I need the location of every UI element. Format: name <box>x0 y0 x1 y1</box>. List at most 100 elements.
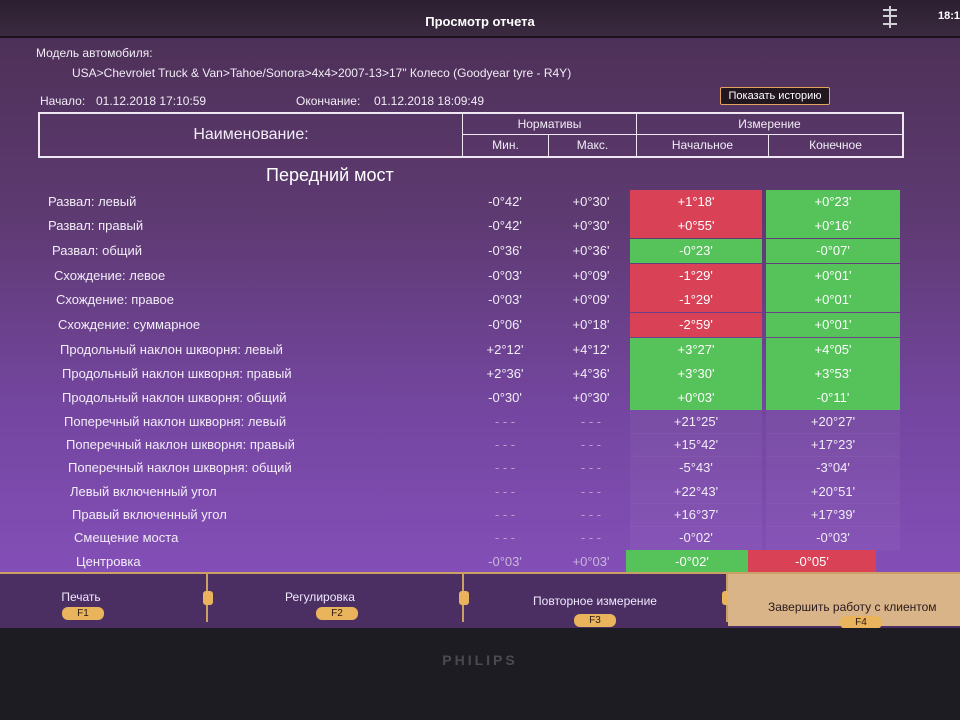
start-time-value: 01.12.2018 17:10:59 <box>96 94 207 108</box>
table-row: Развал: левый -0°42' +0°30' +1°18' +0°23' <box>0 190 960 214</box>
row-final: +17°39' <box>766 503 900 527</box>
row-min: - - - <box>494 437 516 452</box>
row-initial: +0°03' <box>630 386 762 410</box>
table-row: Поперечный наклон шкворня: правый - - - - … <box>0 433 960 457</box>
show-history-button[interactable]: Показать историю <box>720 87 830 105</box>
row-initial: +15°42' <box>630 433 762 457</box>
row-name: Продольный наклон шкворня: общий <box>62 390 287 405</box>
f2-key-badge: F2 <box>316 607 358 620</box>
row-final: +20°27' <box>766 410 900 434</box>
row-final: +0°01' <box>766 288 900 312</box>
row-final: +0°01' <box>766 313 900 337</box>
row-name: Поперечный наклон шкворня: общий <box>68 460 292 475</box>
row-final: -0°11' <box>766 386 900 410</box>
row-max: - - - <box>580 507 602 522</box>
row-initial: +3°27' <box>630 338 762 362</box>
adjust-button[interactable]: Регулировка F2 <box>208 574 464 622</box>
divider-knob <box>459 591 469 605</box>
header-final: Конечное <box>768 135 902 156</box>
row-initial: -1°29' <box>630 264 762 288</box>
row-initial: +21°25' <box>630 410 762 434</box>
table-header: Наименование: Нормативы Измерение Мин. М… <box>38 112 904 158</box>
row-min: -0°42' <box>488 194 522 209</box>
alignment-report-screen: Просмотр отчета 18:1 Модель автомобиля: … <box>0 0 960 628</box>
table-row: Продольный наклон шкворня: общий -0°30' +0… <box>0 386 960 410</box>
table-row: Продольный наклон шкворня: левый +2°12' +4… <box>0 338 960 362</box>
row-name: Развал: правый <box>48 218 144 233</box>
row-max: +0°09' <box>572 268 610 283</box>
row-max: - - - <box>580 530 602 545</box>
table-row: Схождение: левое -0°03' +0°09' -1°29' +0°01' <box>0 264 960 288</box>
section-title: Передний мост <box>266 165 394 185</box>
row-name: Центровка <box>76 554 141 569</box>
row-min: - - - <box>494 484 516 499</box>
row-max: +0°09' <box>572 292 610 307</box>
row-max: - - - <box>580 484 602 499</box>
function-key-bar: Печать F1 Регулировка F2 Повторное измер… <box>0 572 960 628</box>
adjust-button-label: Регулировка <box>285 590 355 604</box>
row-name: Развал: общий <box>52 243 142 258</box>
row-initial: -5°43' <box>630 456 762 480</box>
row-name: Смещение моста <box>74 530 179 545</box>
row-max: +0°30' <box>572 390 610 405</box>
row-final: -0°07' <box>766 239 900 263</box>
print-button-label: Печать <box>61 590 101 604</box>
row-max: - - - <box>580 437 602 452</box>
table-row: Развал: общий -0°36' +0°36' -0°23' -0°07' <box>0 239 960 263</box>
row-name: Продольный наклон шкворня: правый <box>62 366 292 381</box>
row-name: Схождение: суммарное <box>58 317 201 332</box>
row-initial: -0°02' <box>630 526 762 550</box>
row-min: - - - <box>494 460 516 475</box>
print-button[interactable]: Печать F1 <box>0 574 208 622</box>
row-max: +0°30' <box>572 194 610 209</box>
table-row: Развал: правый -0°42' +0°30' +0°55' +0°16' <box>0 214 960 238</box>
vehicle-model-value: USA>Chevrolet Truck & Van>Tahoe/Sonora>4… <box>72 66 572 80</box>
row-name: Схождение: левое <box>54 268 166 283</box>
row-min: -0°03' <box>488 554 522 569</box>
end-time-label: Окончание: <box>296 94 361 108</box>
header-min: Мин. <box>462 135 548 156</box>
finish-client-button-label: Завершить работу с клиентом <box>768 600 937 614</box>
row-initial: +3°30' <box>630 362 762 386</box>
header-max: Макс. <box>548 135 636 156</box>
row-max: +0°18' <box>572 317 610 332</box>
row-min: - - - <box>494 530 516 545</box>
row-name: Левый включенный угол <box>70 484 217 499</box>
row-name: Правый включенный угол <box>72 507 227 522</box>
row-final: -0°03' <box>766 526 900 550</box>
row-max: - - - <box>580 414 602 429</box>
row-final: +0°16' <box>766 214 900 238</box>
table-row: Левый включенный угол - - - - - - +22°43' +2… <box>0 480 960 504</box>
header-measurement: Измерение <box>636 114 902 134</box>
row-initial: -1°29' <box>630 288 762 312</box>
row-final: -3°04' <box>766 456 900 480</box>
row-min: -0°06' <box>488 317 522 332</box>
f4-key-badge: F4 <box>840 616 882 628</box>
row-max: +0°30' <box>572 218 610 233</box>
table-row: Поперечный наклон шкворня: общий - - - - -… <box>0 456 960 480</box>
lift-icon[interactable] <box>880 6 900 28</box>
row-initial: +0°55' <box>630 214 762 238</box>
row-final: +20°51' <box>766 480 900 504</box>
table-row: Поперечный наклон шкворня: левый - - - - -… <box>0 410 960 434</box>
row-max: +4°36' <box>572 366 610 381</box>
row-min: -0°36' <box>488 243 522 258</box>
row-max: +0°03' <box>572 554 610 569</box>
report-info: Модель автомобиля: USA>Chevrolet Truck &… <box>0 38 960 110</box>
row-final: +0°01' <box>766 264 900 288</box>
monitor-brand-logo: PHILIPS <box>442 652 518 668</box>
row-initial: -2°59' <box>630 313 762 337</box>
finish-client-button[interactable]: Завершить работу с клиентом F4 <box>728 574 960 628</box>
f3-key-badge: F3 <box>574 614 616 627</box>
row-min: - - - <box>494 507 516 522</box>
vehicle-model-label: Модель автомобиля: <box>36 46 153 60</box>
table-row: Схождение: правое -0°03' +0°09' -1°29' +0°01… <box>0 288 960 312</box>
remeasure-button[interactable]: Повторное измерение F3 <box>464 574 728 627</box>
row-name: Поперечный наклон шкворня: левый <box>64 414 287 429</box>
end-time-value: 01.12.2018 18:09:49 <box>374 94 485 108</box>
row-initial: +22°43' <box>630 480 762 504</box>
row-min: +2°36' <box>486 366 524 381</box>
header-norms: Нормативы <box>462 114 636 134</box>
divider-knob <box>722 591 732 605</box>
header-name: Наименование: <box>193 126 309 143</box>
